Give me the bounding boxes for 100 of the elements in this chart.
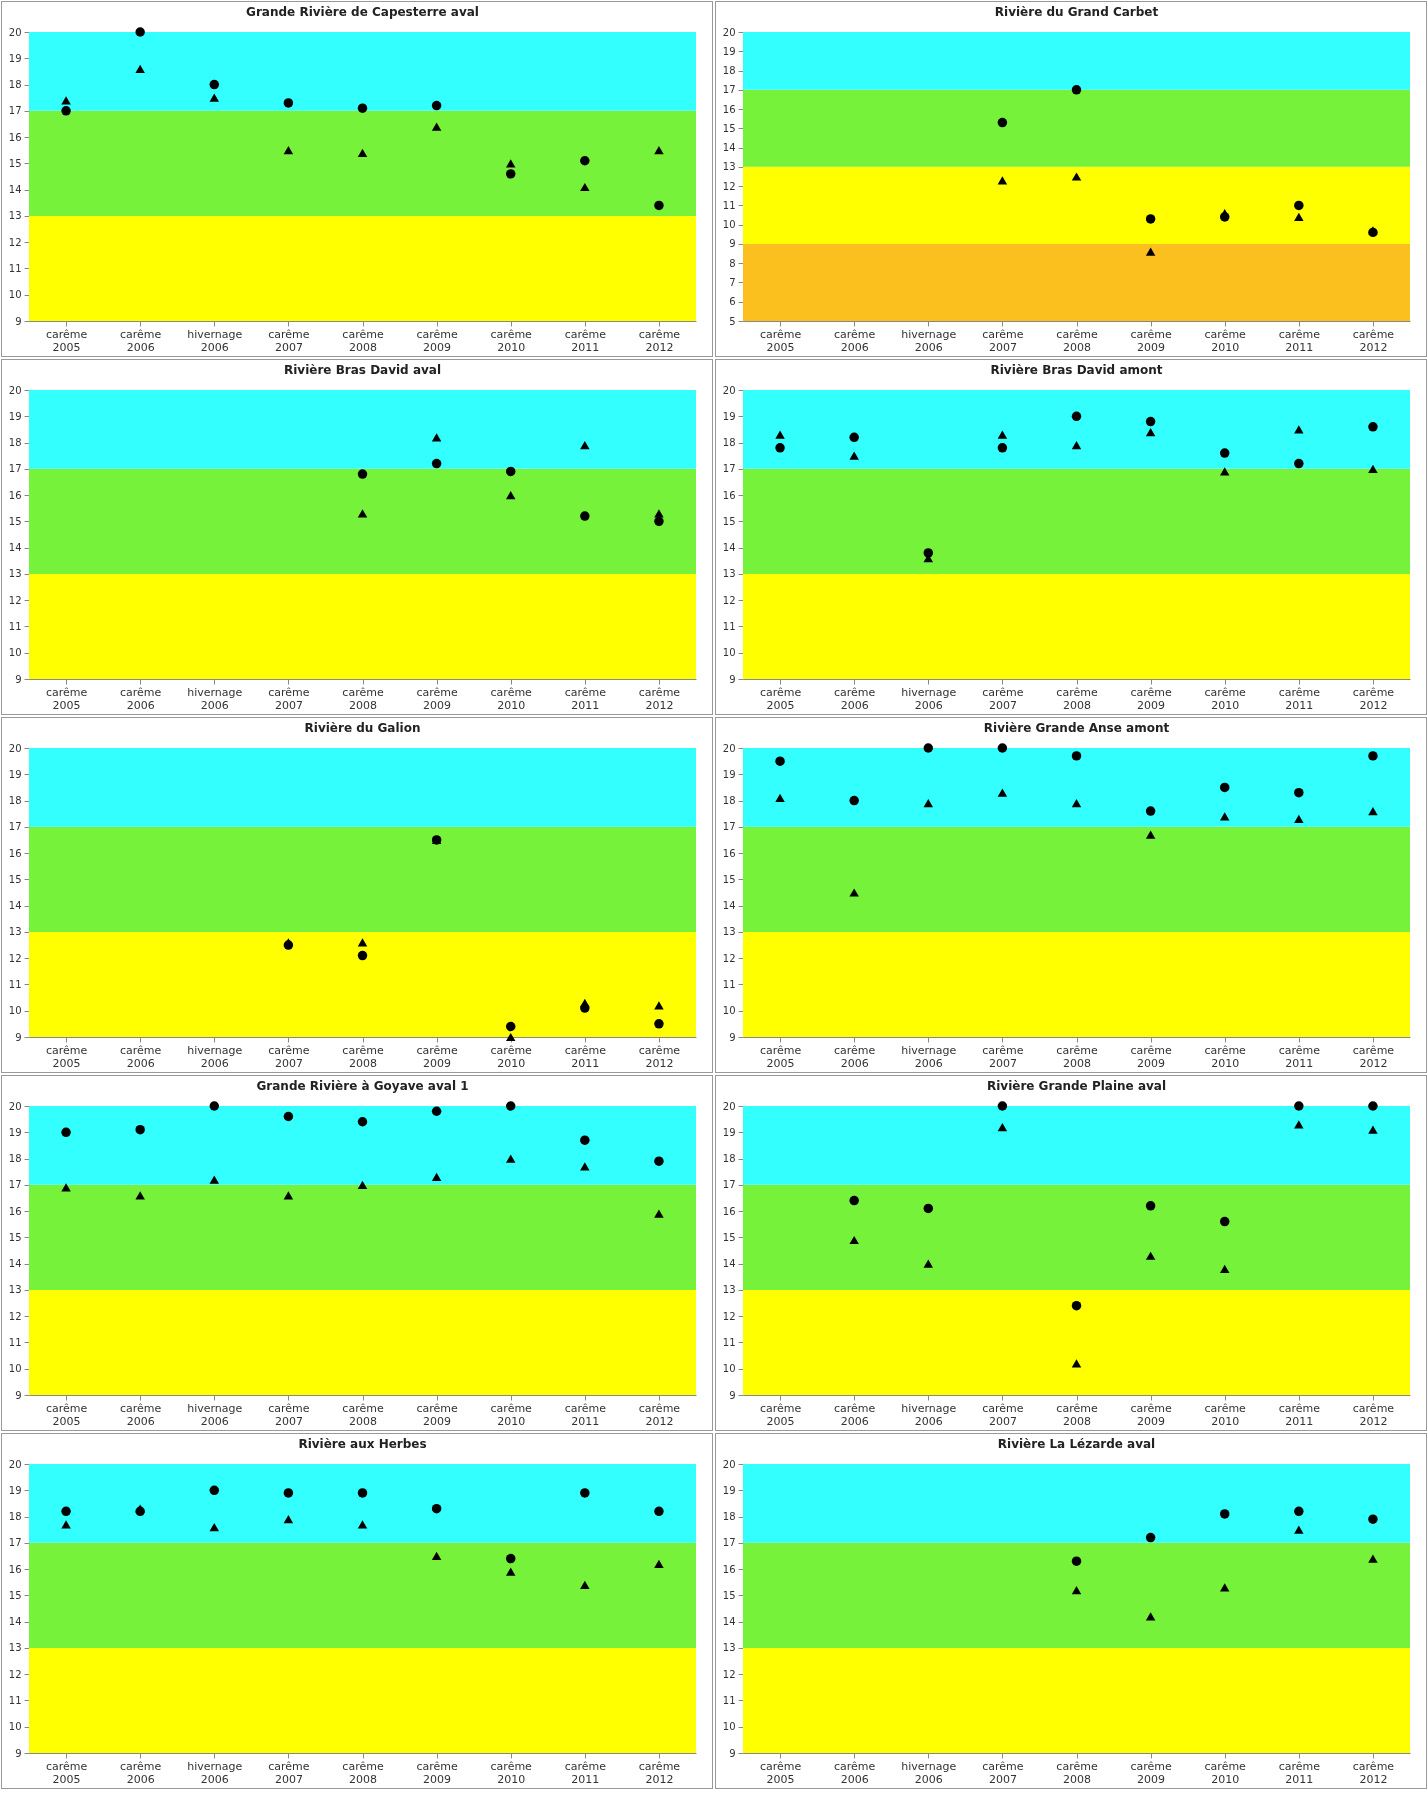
x-tick-label: carême 2012 (1352, 1759, 1395, 1786)
x-tick-label: carême 2011 (1278, 327, 1321, 354)
x-tick-label: hivernage 2006 (901, 1401, 957, 1428)
y-tick-label: 18 (8, 79, 22, 91)
y-tick-label: 10 (722, 1005, 736, 1017)
y-tick-label: 15 (722, 515, 736, 527)
x-tick-label: carême 2005 (759, 1401, 802, 1428)
y-tick-label: 17 (8, 105, 22, 117)
x-tick-label: carême 2007 (982, 1043, 1024, 1070)
y-tick-label: 10 (722, 1363, 736, 1375)
x-tick-label: carême 2007 (268, 1043, 310, 1070)
y-tick-label: 18 (722, 1153, 736, 1165)
y-tick-label: 18 (8, 437, 22, 449)
y-tick-label: 18 (722, 437, 736, 449)
y-tick-label: 13 (8, 926, 22, 938)
y-tick-label: 20 (8, 384, 22, 396)
y-tick-label: 6 (729, 296, 736, 308)
x-tick-label: carême 2012 (1352, 327, 1395, 354)
x-tick-label: carême 2009 (1130, 1401, 1172, 1428)
chart-title: Grande Rivière de Capesterre aval (246, 5, 479, 19)
y-tick-label: 13 (722, 926, 736, 938)
y-tick-label: 9 (729, 673, 736, 685)
y-tick-label: 17 (8, 463, 22, 475)
y-tick-label: 15 (722, 873, 736, 885)
y-tick-label: 17 (8, 1179, 22, 1191)
y-tick-label: 9 (729, 1031, 736, 1043)
y-tick-label: 9 (15, 1389, 22, 1401)
x-tick-label: carême 2010 (490, 1759, 533, 1786)
y-tick-label: 19 (8, 410, 22, 422)
x-tick-label: carême 2010 (1204, 1759, 1247, 1786)
x-tick-label: carême 2008 (1056, 327, 1098, 354)
y-tick-label: 17 (722, 463, 736, 475)
y-tick-label: 10 (722, 219, 736, 231)
y-tick-label: 18 (722, 1511, 736, 1523)
x-tick-label: carême 2005 (45, 1043, 88, 1070)
x-tick-label: carême 2005 (45, 1401, 88, 1428)
y-tick-label: 15 (8, 515, 22, 527)
y-tick-label: 9 (15, 1031, 22, 1043)
y-tick-label: 17 (8, 1537, 22, 1549)
x-tick-label: carême 2006 (120, 1401, 162, 1428)
y-tick-label: 12 (722, 1668, 736, 1680)
y-tick-label: 12 (8, 1310, 22, 1322)
x-tick-label: carême 2012 (638, 1401, 681, 1428)
x-tick-label: carême 2011 (564, 1759, 607, 1786)
x-tick-label: carême 2009 (416, 1401, 458, 1428)
y-tick-label: 14 (722, 542, 736, 554)
x-tick-label: carême 2005 (759, 327, 802, 354)
y-tick-label: 7 (729, 276, 736, 288)
y-tick-label: 13 (8, 210, 22, 222)
y-tick-label: 11 (722, 620, 736, 632)
y-tick-label: 19 (722, 1126, 736, 1138)
x-tick-label: hivernage 2006 (187, 685, 243, 712)
y-tick-label: 10 (8, 1721, 22, 1733)
chart-title: Grande Rivière à Goyave aval 1 (256, 1079, 469, 1093)
y-tick-label: 20 (8, 1100, 22, 1112)
x-tick-label: carême 2010 (1204, 1043, 1247, 1070)
y-tick-label: 14 (722, 142, 736, 154)
y-tick-label: 12 (8, 952, 22, 964)
y-tick-label: 17 (8, 821, 22, 833)
x-tick-label: carême 2012 (1352, 1043, 1395, 1070)
x-tick-label: carême 2007 (268, 685, 310, 712)
x-tick-label: carême 2008 (342, 685, 384, 712)
y-tick-label: 20 (8, 26, 22, 38)
chart-title: Rivière Grande Plaine aval (986, 1079, 1167, 1093)
x-tick-label: carême 2011 (1278, 685, 1321, 712)
x-tick-label: carême 2010 (490, 327, 533, 354)
x-tick-label: carême 2011 (564, 685, 607, 712)
x-tick-label: carême 2007 (982, 327, 1024, 354)
y-tick-label: 17 (722, 821, 736, 833)
x-tick-label: carême 2010 (490, 1401, 533, 1428)
y-tick-label: 20 (722, 742, 736, 754)
x-tick-label: carême 2012 (638, 685, 681, 712)
y-tick-label: 20 (722, 384, 736, 396)
y-tick-label: 14 (8, 900, 22, 912)
x-tick-label: carême 2010 (1204, 685, 1247, 712)
y-tick-label: 15 (722, 1589, 736, 1601)
y-tick-label: 12 (722, 594, 736, 606)
y-tick-label: 14 (722, 900, 736, 912)
y-tick-label: 19 (722, 45, 736, 57)
y-tick-label: 11 (8, 978, 22, 990)
chart-title: Rivière La Lézarde aval (997, 1437, 1156, 1451)
y-tick-label: 13 (8, 1642, 22, 1654)
x-tick-label: hivernage 2006 (901, 1043, 957, 1070)
x-tick-label: hivernage 2006 (901, 327, 957, 354)
y-tick-label: 13 (722, 1284, 736, 1296)
x-tick-label: carême 2010 (1204, 327, 1247, 354)
y-tick-label: 12 (722, 952, 736, 964)
y-tick-label: 17 (722, 1537, 736, 1549)
x-tick-label: carême 2012 (1352, 1401, 1395, 1428)
x-tick-label: carême 2011 (1278, 1759, 1321, 1786)
y-tick-label: 18 (8, 1511, 22, 1523)
chart-title: Rivière aux Herbes (298, 1437, 427, 1451)
y-tick-label: 11 (722, 1694, 736, 1706)
y-tick-label: 10 (722, 647, 736, 659)
y-tick-label: 9 (729, 1747, 736, 1759)
x-tick-label: carême 2006 (120, 1043, 162, 1070)
y-tick-label: 15 (722, 1231, 736, 1243)
y-tick-label: 16 (722, 847, 736, 859)
x-tick-label: carême 2011 (564, 327, 607, 354)
x-tick-label: hivernage 2006 (187, 327, 243, 354)
